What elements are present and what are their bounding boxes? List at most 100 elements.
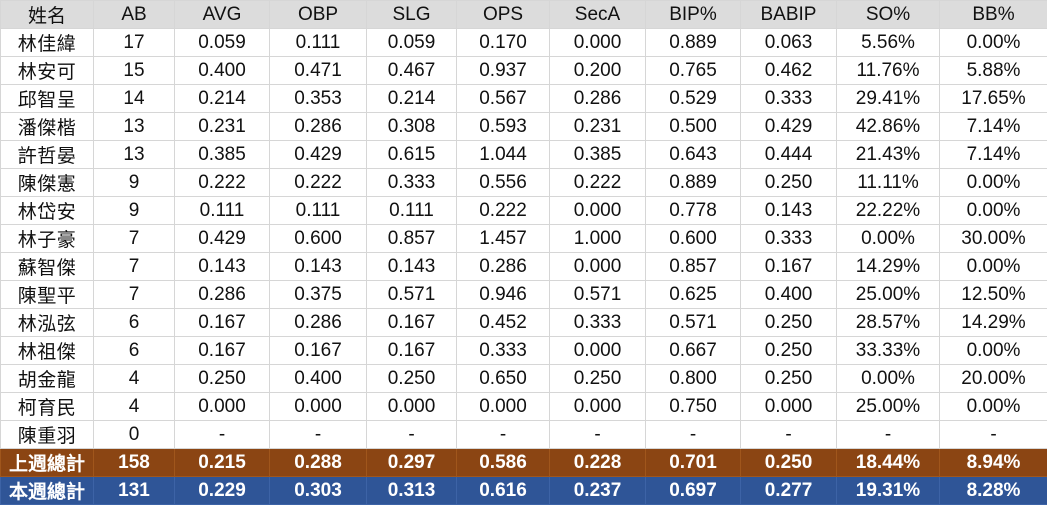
total-cell-so: 19.31% <box>837 477 940 505</box>
column-header-ab: AB <box>94 1 175 29</box>
cell-slg: 0.467 <box>367 57 457 85</box>
cell-avg: 0.385 <box>175 141 270 169</box>
cell-ops: 0.937 <box>457 57 550 85</box>
cell-name: 柯育民 <box>1 393 94 421</box>
cell-obp: 0.471 <box>270 57 367 85</box>
cell-bip: 0.625 <box>646 281 741 309</box>
cell-seca: 0.000 <box>550 253 646 281</box>
cell-bb: 17.65% <box>940 85 1047 113</box>
cell-ab: 9 <box>94 197 175 225</box>
cell-slg: 0.059 <box>367 29 457 57</box>
cell-bip: 0.571 <box>646 309 741 337</box>
total-cell-bip: 0.697 <box>646 477 741 505</box>
cell-seca: 0.000 <box>550 337 646 365</box>
cell-slg: 0.167 <box>367 337 457 365</box>
cell-obp: 0.111 <box>270 197 367 225</box>
cell-avg: 0.286 <box>175 281 270 309</box>
cell-ops: - <box>457 421 550 449</box>
cell-seca: 0.250 <box>550 365 646 393</box>
cell-seca: 0.231 <box>550 113 646 141</box>
total-cell-slg: 0.313 <box>367 477 457 505</box>
cell-ab: 13 <box>94 141 175 169</box>
cell-seca: - <box>550 421 646 449</box>
cell-avg: 0.059 <box>175 29 270 57</box>
cell-bip: 0.857 <box>646 253 741 281</box>
column-header-bb: BB% <box>940 1 1047 29</box>
cell-babip: 0.333 <box>741 225 837 253</box>
column-header-babip: BABIP <box>741 1 837 29</box>
cell-bip: 0.778 <box>646 197 741 225</box>
total-cell-avg: 0.215 <box>175 449 270 477</box>
cell-so: 11.76% <box>837 57 940 85</box>
cell-name: 陳傑憲 <box>1 169 94 197</box>
cell-ops: 0.556 <box>457 169 550 197</box>
cell-so: 25.00% <box>837 393 940 421</box>
cell-babip: 0.250 <box>741 169 837 197</box>
cell-seca: 0.222 <box>550 169 646 197</box>
cell-slg: 0.250 <box>367 365 457 393</box>
cell-bip: 0.667 <box>646 337 741 365</box>
cell-avg: 0.250 <box>175 365 270 393</box>
cell-ab: 7 <box>94 253 175 281</box>
cell-bb: 0.00% <box>940 337 1047 365</box>
cell-avg: 0.000 <box>175 393 270 421</box>
cell-ab: 7 <box>94 281 175 309</box>
cell-obp: 0.400 <box>270 365 367 393</box>
cell-ops: 0.567 <box>457 85 550 113</box>
cell-slg: 0.143 <box>367 253 457 281</box>
cell-babip: 0.429 <box>741 113 837 141</box>
cell-ab: 6 <box>94 309 175 337</box>
cell-ops: 0.286 <box>457 253 550 281</box>
cell-avg: 0.222 <box>175 169 270 197</box>
total-cell-name: 本週總計 <box>1 477 94 505</box>
cell-name: 林泓弦 <box>1 309 94 337</box>
cell-ab: 9 <box>94 169 175 197</box>
cell-slg: 0.167 <box>367 309 457 337</box>
total-cell-bb: 8.94% <box>940 449 1047 477</box>
cell-so: - <box>837 421 940 449</box>
total-cell-seca: 0.237 <box>550 477 646 505</box>
cell-seca: 0.200 <box>550 57 646 85</box>
cell-obp: 0.286 <box>270 309 367 337</box>
total-cell-obp: 0.303 <box>270 477 367 505</box>
cell-bb: 7.14% <box>940 113 1047 141</box>
cell-ops: 0.650 <box>457 365 550 393</box>
cell-ops: 1.457 <box>457 225 550 253</box>
cell-bip: 0.889 <box>646 169 741 197</box>
cell-seca: 0.000 <box>550 393 646 421</box>
cell-bb: 7.14% <box>940 141 1047 169</box>
cell-bip: 0.600 <box>646 225 741 253</box>
cell-ab: 15 <box>94 57 175 85</box>
cell-name: 林岱安 <box>1 197 94 225</box>
cell-seca: 0.286 <box>550 85 646 113</box>
total-cell-ab: 131 <box>94 477 175 505</box>
column-header-bip: BIP% <box>646 1 741 29</box>
cell-bip: 0.500 <box>646 113 741 141</box>
cell-name: 林安可 <box>1 57 94 85</box>
cell-ops: 0.170 <box>457 29 550 57</box>
cell-avg: 0.111 <box>175 197 270 225</box>
cell-obp: - <box>270 421 367 449</box>
cell-bip: 0.750 <box>646 393 741 421</box>
cell-name: 陳聖平 <box>1 281 94 309</box>
cell-slg: 0.000 <box>367 393 457 421</box>
cell-slg: 0.615 <box>367 141 457 169</box>
cell-ab: 7 <box>94 225 175 253</box>
column-header-ops: OPS <box>457 1 550 29</box>
cell-babip: - <box>741 421 837 449</box>
cell-ops: 0.333 <box>457 337 550 365</box>
cell-bb: 5.88% <box>940 57 1047 85</box>
cell-so: 0.00% <box>837 225 940 253</box>
cell-slg: 0.111 <box>367 197 457 225</box>
